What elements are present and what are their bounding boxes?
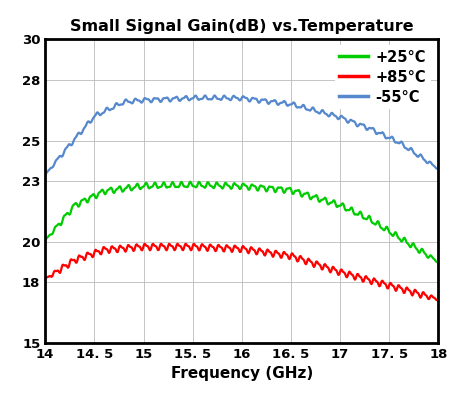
X-axis label: Frequency (GHz): Frequency (GHz) xyxy=(170,366,312,381)
-55°C xyxy=(365,126,370,131)
Legend: +25°C, +85°C, -55°C: +25°C, +85°C, -55°C xyxy=(334,45,430,110)
-55°C xyxy=(435,166,440,171)
+25°C xyxy=(232,181,237,186)
+85°C xyxy=(426,296,432,300)
+85°C xyxy=(365,277,370,281)
+85°C xyxy=(42,277,48,281)
+25°C xyxy=(277,185,282,190)
+85°C xyxy=(435,297,440,301)
+25°C xyxy=(230,184,235,188)
-55°C xyxy=(277,101,282,106)
+85°C xyxy=(230,249,235,253)
Title: Small Signal Gain(dB) vs.Temperature: Small Signal Gain(dB) vs.Temperature xyxy=(70,19,413,34)
+85°C xyxy=(277,253,282,258)
+25°C xyxy=(426,253,432,258)
-55°C xyxy=(42,173,48,177)
Line: +85°C: +85°C xyxy=(45,244,437,300)
+25°C xyxy=(255,187,261,191)
-55°C xyxy=(426,159,432,164)
+85°C xyxy=(433,298,439,303)
Line: +25°C: +25°C xyxy=(45,182,437,262)
-55°C xyxy=(255,100,261,105)
+85°C xyxy=(255,247,261,251)
-55°C xyxy=(232,95,237,99)
-55°C xyxy=(212,93,217,98)
+85°C xyxy=(232,243,237,248)
+25°C xyxy=(187,179,193,184)
-55°C xyxy=(230,94,235,99)
+25°C xyxy=(42,238,48,243)
+25°C xyxy=(365,214,370,219)
+25°C xyxy=(435,259,440,264)
+25°C xyxy=(433,260,439,264)
+85°C xyxy=(158,242,163,246)
Line: -55°C: -55°C xyxy=(45,95,437,175)
